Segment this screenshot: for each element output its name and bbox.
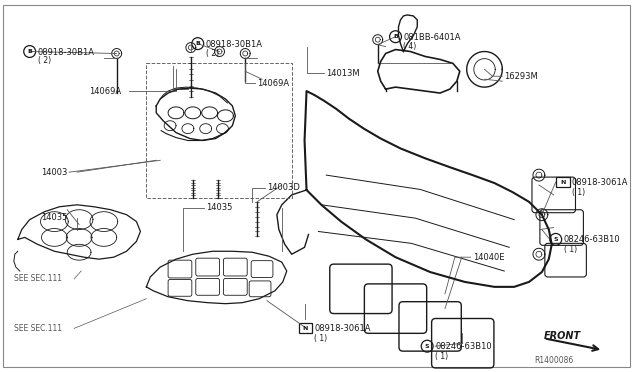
Text: ( 1): ( 1) [314, 334, 328, 343]
Text: ( 2): ( 2) [205, 49, 219, 58]
Text: 14069A: 14069A [257, 78, 289, 88]
Text: 14003D: 14003D [267, 183, 300, 192]
Text: 14040E: 14040E [473, 253, 504, 262]
Text: 14069A: 14069A [89, 87, 121, 96]
Text: 14003: 14003 [42, 168, 68, 177]
Text: R1400086: R1400086 [534, 356, 573, 365]
Text: SEE SEC.111: SEE SEC.111 [14, 324, 62, 333]
Text: 08246-63B10: 08246-63B10 [564, 235, 620, 244]
Text: B: B [195, 41, 200, 46]
Text: 08918-3061A: 08918-3061A [314, 324, 371, 333]
Text: FRONT: FRONT [544, 331, 581, 341]
Text: B: B [28, 49, 32, 54]
Text: ( 2): ( 2) [38, 57, 51, 65]
Text: 081BB-6401A: 081BB-6401A [403, 33, 461, 42]
Text: 08246-63B10: 08246-63B10 [435, 342, 492, 351]
Text: ( 1): ( 1) [572, 188, 585, 197]
Text: SEE SEC.111: SEE SEC.111 [14, 275, 62, 283]
Text: 14035: 14035 [205, 203, 232, 212]
Text: ( 4): ( 4) [403, 42, 417, 51]
Text: 14035: 14035 [42, 213, 68, 222]
Text: 16293M: 16293M [504, 72, 538, 81]
Text: 14013M: 14013M [326, 69, 360, 78]
Text: S: S [425, 344, 429, 349]
Bar [299, 323, 312, 333]
Text: 08918-30B1A: 08918-30B1A [38, 48, 95, 57]
Text: N: N [560, 180, 565, 185]
Text: N: N [303, 326, 308, 331]
Bar [556, 177, 570, 187]
Text: B: B [393, 34, 398, 39]
Text: 08918-3061A: 08918-3061A [572, 178, 628, 187]
Text: S: S [554, 237, 558, 242]
Text: ( 1): ( 1) [564, 245, 577, 254]
Text: 08918-30B1A: 08918-30B1A [205, 40, 262, 49]
Text: ( 1): ( 1) [435, 352, 448, 361]
